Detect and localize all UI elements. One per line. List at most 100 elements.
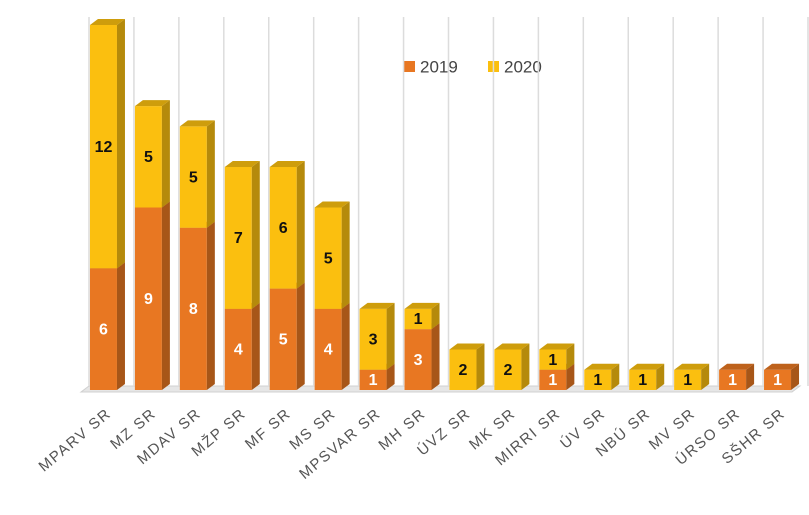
- bar-top: [314, 201, 350, 208]
- bar-top: [719, 363, 755, 370]
- bar: [179, 227, 207, 390]
- bar-top: [584, 363, 620, 370]
- bar: [539, 349, 567, 370]
- bar: [764, 369, 792, 390]
- bar-side: [341, 302, 350, 390]
- bar-side: [656, 363, 665, 390]
- bar-side: [206, 221, 215, 390]
- bar-top: [179, 120, 215, 127]
- bar-side: [251, 302, 260, 390]
- bar-side: [161, 201, 170, 390]
- bar-side: [791, 363, 800, 390]
- bar-side: [386, 302, 395, 370]
- bar-top: [449, 343, 485, 350]
- value-label: 1: [369, 372, 378, 389]
- bar-side: [251, 160, 260, 309]
- value-label: 2: [503, 362, 512, 379]
- bar-top: [629, 363, 665, 370]
- value-label: 1: [683, 372, 692, 389]
- value-label: 4: [234, 342, 243, 359]
- value-label: 5: [279, 332, 288, 349]
- bar-top: [134, 100, 170, 107]
- bar-side: [296, 160, 305, 289]
- bar: [674, 369, 702, 390]
- bar-side: [431, 302, 440, 330]
- bar-side: [206, 120, 215, 228]
- bar: [269, 288, 297, 390]
- value-label: 5: [324, 250, 333, 267]
- bar: [404, 329, 432, 390]
- legend-label: 2020: [504, 57, 542, 76]
- bar-side: [341, 201, 350, 309]
- value-label: 12: [95, 139, 113, 156]
- bar-side: [161, 100, 170, 208]
- bar-side: [611, 363, 620, 390]
- value-label: 3: [414, 352, 423, 369]
- bar: [89, 268, 117, 390]
- bar: [314, 308, 342, 390]
- value-label: 7: [234, 230, 243, 247]
- bar-side: [521, 343, 530, 390]
- value-label: 5: [189, 169, 198, 186]
- bar-top: [674, 363, 710, 370]
- bar-side: [566, 343, 575, 370]
- value-label: 6: [279, 220, 288, 237]
- value-label: 1: [773, 372, 782, 389]
- bar: [224, 166, 252, 309]
- bar: [359, 369, 387, 390]
- x-tick-label: MF SR: [242, 405, 294, 453]
- x-tick-label: MPSVAR SR: [296, 405, 384, 483]
- bar-side: [116, 262, 125, 390]
- bar: [269, 166, 297, 289]
- bar: [494, 349, 522, 390]
- bar-top: [539, 343, 575, 350]
- bar: [719, 369, 747, 390]
- value-label: 5: [144, 149, 153, 166]
- bar: [179, 126, 207, 228]
- bar-top: [494, 343, 530, 350]
- value-label: 1: [548, 372, 557, 389]
- bar-top: [224, 160, 260, 167]
- bar-top: [269, 160, 305, 167]
- bar-top: [404, 302, 440, 309]
- bar: [539, 369, 567, 390]
- legend: 2019 2020: [404, 57, 542, 76]
- value-label: 9: [144, 291, 153, 308]
- bar: [134, 106, 162, 208]
- bar: [359, 308, 387, 370]
- bar-side: [296, 282, 305, 390]
- legend-label: 2019: [420, 57, 458, 76]
- value-label: 1: [593, 372, 602, 389]
- x-tick-label: MPARV SR: [36, 405, 115, 475]
- bar: [404, 308, 432, 330]
- bar-side: [431, 323, 440, 390]
- value-label: 1: [728, 372, 737, 389]
- value-label: 8: [189, 301, 198, 318]
- bar-top: [764, 363, 800, 370]
- value-label: 6: [99, 321, 108, 338]
- bar-side: [116, 19, 125, 269]
- value-label: 2: [459, 362, 468, 379]
- bar-top: [89, 19, 125, 25]
- bar: [314, 207, 342, 309]
- bar: [89, 25, 117, 269]
- bar-top: [359, 302, 395, 309]
- bar-side: [566, 363, 575, 390]
- bar-side: [476, 343, 485, 390]
- value-label: 4: [324, 342, 333, 359]
- floor: [79, 385, 802, 393]
- bar-side: [701, 363, 710, 390]
- bar-side: [386, 363, 395, 390]
- value-label: 1: [414, 311, 423, 328]
- bar: [629, 369, 657, 390]
- value-label: 1: [548, 352, 557, 369]
- bar: [584, 369, 612, 390]
- value-label: 1: [638, 372, 647, 389]
- bar: [134, 207, 162, 390]
- value-label: 3: [369, 332, 378, 349]
- bar-side: [746, 363, 755, 390]
- bar: [449, 349, 477, 390]
- bar: [224, 308, 252, 390]
